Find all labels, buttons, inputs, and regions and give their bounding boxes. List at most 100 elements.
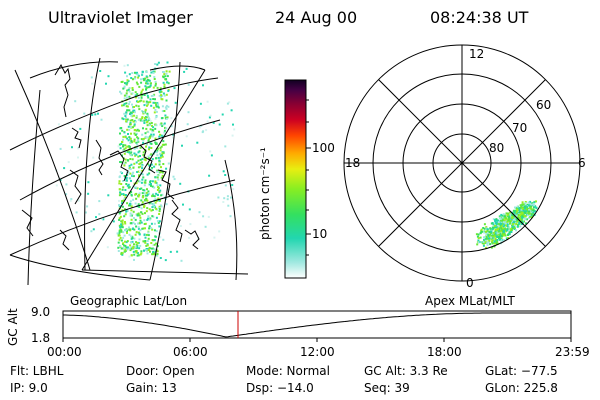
- oval-pixel: [502, 229, 505, 232]
- emission-pixel: [137, 180, 140, 183]
- emission-pixel: [160, 90, 163, 93]
- filter-value: Flt: LBHL: [10, 364, 64, 378]
- emission-pixel: [148, 146, 151, 149]
- lat-grid-line: [29, 61, 119, 79]
- emission-pixel: [148, 192, 151, 195]
- emission-pixel: [127, 183, 130, 186]
- emission-pixel: [120, 127, 123, 129]
- emission-pixel: [166, 75, 169, 78]
- emission-pixel: [137, 74, 140, 77]
- emission-pixel: [141, 88, 144, 91]
- emission-pixel: [148, 137, 151, 139]
- oval-pixel: [523, 210, 526, 213]
- altitude-curve: [63, 312, 571, 338]
- instrument-title: Ultraviolet Imager: [48, 8, 193, 27]
- oval-pixel: [482, 242, 485, 245]
- emission-pixel: [121, 104, 123, 107]
- emission-pixel: [155, 242, 158, 245]
- oval-pixel: [499, 222, 502, 225]
- emission-pixel: [148, 148, 150, 151]
- emission-pixel: [125, 92, 128, 95]
- emission-pixel: [119, 161, 122, 163]
- emission-pixel: [148, 208, 151, 211]
- emission-pixel: [123, 152, 126, 155]
- emission-pixel: [123, 175, 126, 177]
- coastline: [109, 150, 129, 182]
- emission-pixel: [140, 252, 143, 255]
- oval-pixel: [491, 233, 494, 236]
- emission-pixel: [127, 150, 130, 153]
- lat-label-80: 80: [489, 141, 505, 155]
- oval-pixel: [482, 240, 485, 243]
- emission-pixel: [162, 151, 165, 154]
- x-tick-label-2359: 23:59: [555, 345, 590, 359]
- oval-pixel: [509, 229, 512, 232]
- emission-pixel: [160, 176, 163, 179]
- color-scale-bar: [284, 79, 311, 279]
- oval-pixel: [483, 231, 486, 234]
- emission-pixel: [117, 241, 120, 244]
- oval-pixel: [506, 228, 509, 231]
- emission-pixel: [150, 133, 153, 136]
- emission-pixel: [154, 201, 157, 204]
- emission-pixel: [134, 223, 136, 225]
- emission-pixel: [164, 259, 167, 262]
- oval-pixel: [523, 205, 526, 208]
- oval-pixel: [534, 210, 536, 213]
- emission-pixel: [154, 80, 157, 83]
- oval-pixel: [511, 225, 514, 228]
- oval-pixel: [510, 231, 513, 233]
- coastline: [21, 209, 34, 237]
- emission-pixel: [74, 100, 77, 103]
- emission-pixel: [182, 203, 184, 206]
- emission-pixel: [232, 123, 234, 126]
- emission-pixel: [129, 202, 131, 205]
- emission-pixel: [142, 227, 145, 230]
- oval-pixel: [500, 237, 503, 240]
- emission-pixel: [130, 222, 133, 225]
- door-value: Door: Open: [126, 364, 195, 378]
- oval-pixel: [504, 227, 506, 230]
- oval-pixel: [511, 215, 514, 218]
- coastline: [184, 229, 200, 250]
- emission-pixel: [124, 222, 127, 225]
- emission-pixel: [121, 219, 124, 222]
- oval-pixel: [493, 233, 496, 236]
- emission-pixel: [152, 94, 155, 97]
- oval-pixel: [510, 227, 513, 230]
- emission-pixel: [127, 177, 130, 180]
- oval-pixel: [487, 237, 489, 240]
- emission-pixel: [138, 233, 141, 236]
- emission-pixel: [122, 118, 125, 121]
- emission-pixel: [149, 135, 152, 138]
- emission-pixel: [131, 174, 133, 177]
- emission-pixel: [154, 163, 157, 166]
- emission-pixel: [120, 247, 123, 250]
- oval-pixel: [521, 208, 524, 211]
- emission-pixel: [141, 117, 144, 120]
- oval-pixel: [516, 218, 519, 221]
- geographic-panel-label: Geographic Lat/Lon: [70, 294, 188, 308]
- emission-pixel: [139, 244, 142, 247]
- emission-pixel: [154, 82, 157, 85]
- coastline: [69, 169, 82, 205]
- emission-pixel: [129, 158, 132, 160]
- emission-pixel: [140, 250, 143, 253]
- emission-pixel: [118, 204, 120, 207]
- emission-pixel: [128, 109, 131, 112]
- emission-pixel: [136, 213, 139, 216]
- oval-pixel: [518, 216, 521, 219]
- oval-pixel: [529, 206, 532, 209]
- emission-pixel: [165, 104, 168, 107]
- oval-pixel: [517, 217, 520, 220]
- emission-pixel: [120, 239, 123, 242]
- emission-pixel: [143, 94, 146, 96]
- oval-pixel: [489, 227, 492, 230]
- emission-pixel: [79, 127, 82, 130]
- emission-pixel: [128, 228, 131, 231]
- emission-pixel: [69, 199, 72, 202]
- emission-pixel: [162, 76, 165, 79]
- emission-pixel: [167, 89, 170, 92]
- emission-pixel: [122, 138, 124, 141]
- oval-pixel: [525, 222, 527, 225]
